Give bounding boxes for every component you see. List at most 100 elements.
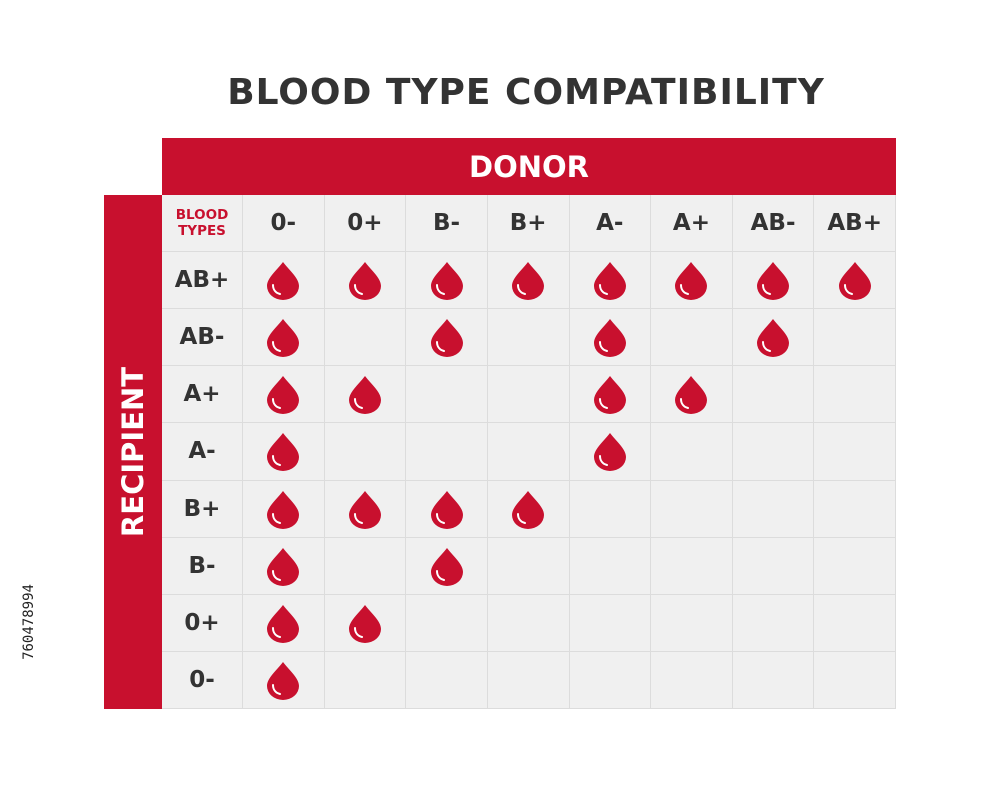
- donor-column-header: B-: [406, 195, 488, 253]
- compatibility-cell: [324, 252, 407, 310]
- compatibility-cell: [569, 594, 652, 652]
- compatibility-cell: [651, 480, 733, 538]
- compatibility-cell: [651, 651, 733, 709]
- compatibility-cell: [814, 309, 896, 367]
- compatibility-cell: [569, 537, 652, 595]
- compatibility-cell: [814, 366, 896, 424]
- page-title: BLOOD TYPE COMPATIBILITY: [227, 72, 825, 113]
- blood-drop-icon: [267, 262, 300, 301]
- compatibility-cell: [732, 537, 815, 595]
- compatibility-cell: [814, 594, 896, 652]
- blood-drop-icon: [348, 490, 381, 529]
- blood-drop-icon: [593, 262, 626, 301]
- blood-drop-icon: [430, 490, 463, 529]
- compatibility-cell: [487, 594, 570, 652]
- blood-drop-icon: [267, 319, 300, 358]
- blood-drop-icon: [757, 262, 790, 301]
- compatibility-cell: [243, 651, 325, 709]
- compatibility-table: BLOOD TYPES 0- 0+ B- B+ A- A+ AB- AB+ AB+ AB- A+ A-…: [162, 195, 896, 709]
- compatibility-cell: [569, 480, 652, 538]
- donor-column-header: 0-: [243, 195, 325, 253]
- blood-drop-icon: [593, 319, 626, 358]
- blood-types-corner-label: BLOOD TYPES: [162, 195, 243, 253]
- blood-drop-icon: [267, 433, 300, 472]
- compatibility-cell: [569, 651, 652, 709]
- recipient-header: RECIPIENT: [104, 195, 162, 709]
- corner-label-line-2: TYPES: [178, 223, 226, 240]
- compatibility-cell: [487, 252, 570, 310]
- compatibility-cell: [243, 423, 325, 481]
- compatibility-cell: [406, 651, 488, 709]
- stock-id-watermark: 760478994: [21, 548, 37, 696]
- compatibility-cell: [243, 480, 325, 538]
- blood-drop-icon: [512, 262, 545, 301]
- compatibility-cell: [243, 537, 325, 595]
- compatibility-cell: [406, 252, 488, 310]
- recipient-row-header: B-: [162, 537, 243, 595]
- compatibility-cell: [814, 252, 896, 310]
- compatibility-cell: [814, 651, 896, 709]
- compatibility-cell: [487, 366, 570, 424]
- blood-drop-icon: [348, 376, 381, 415]
- compatibility-cell: [406, 309, 488, 367]
- compatibility-cell: [243, 594, 325, 652]
- compatibility-cell: [324, 537, 407, 595]
- corner-label-line-1: BLOOD: [175, 207, 229, 224]
- compatibility-cell: [487, 480, 570, 538]
- blood-drop-icon: [267, 661, 300, 700]
- compatibility-cell: [569, 366, 652, 424]
- blood-drop-icon: [430, 547, 463, 586]
- compatibility-cell: [569, 423, 652, 481]
- compatibility-cell: [732, 480, 815, 538]
- compatibility-cell: [406, 366, 488, 424]
- compatibility-cell: [324, 423, 407, 481]
- compatibility-cell: [651, 594, 733, 652]
- recipient-row-header: A+: [162, 366, 243, 424]
- blood-drop-icon: [593, 376, 626, 415]
- compatibility-cell: [406, 537, 488, 595]
- recipient-row-header: 0-: [162, 651, 243, 709]
- recipient-row-header: A-: [162, 423, 243, 481]
- blood-drop-icon: [267, 376, 300, 415]
- compatibility-cell: [651, 252, 733, 310]
- donor-column-header: 0+: [324, 195, 407, 253]
- donor-column-header: AB+: [814, 195, 896, 253]
- compatibility-cell: [814, 537, 896, 595]
- blood-drop-icon: [757, 319, 790, 358]
- blood-drop-icon: [512, 490, 545, 529]
- compatibility-cell: [487, 537, 570, 595]
- blood-drop-icon: [838, 262, 871, 301]
- blood-drop-icon: [675, 376, 708, 415]
- donor-column-header: A-: [569, 195, 652, 253]
- compatibility-cell: [732, 423, 815, 481]
- compatibility-cell: [732, 252, 815, 310]
- compatibility-cell: [406, 480, 488, 538]
- recipient-row-header: AB-: [162, 309, 243, 367]
- compatibility-cell: [814, 423, 896, 481]
- donor-column-header: A+: [651, 195, 733, 253]
- recipient-row-header: 0+: [162, 594, 243, 652]
- compatibility-cell: [651, 537, 733, 595]
- blood-drop-icon: [267, 547, 300, 586]
- blood-drop-icon: [675, 262, 708, 301]
- recipient-row-header: AB+: [162, 252, 243, 310]
- compatibility-cell: [569, 309, 652, 367]
- compatibility-cell: [487, 423, 570, 481]
- compatibility-cell: [651, 309, 733, 367]
- compatibility-cell: [569, 252, 652, 310]
- compatibility-cell: [487, 309, 570, 367]
- blood-drop-icon: [430, 319, 463, 358]
- blood-drop-icon: [593, 433, 626, 472]
- donor-column-header: B+: [487, 195, 570, 253]
- compatibility-cell: [732, 651, 815, 709]
- compatibility-cell: [243, 309, 325, 367]
- compatibility-cell: [406, 594, 488, 652]
- donor-header: DONOR: [162, 138, 896, 195]
- compatibility-cell: [324, 594, 407, 652]
- compatibility-cell: [243, 366, 325, 424]
- recipient-row-header: B+: [162, 480, 243, 538]
- compatibility-cell: [406, 423, 488, 481]
- compatibility-cell: [732, 594, 815, 652]
- compatibility-cell: [487, 651, 570, 709]
- blood-drop-icon: [348, 604, 381, 643]
